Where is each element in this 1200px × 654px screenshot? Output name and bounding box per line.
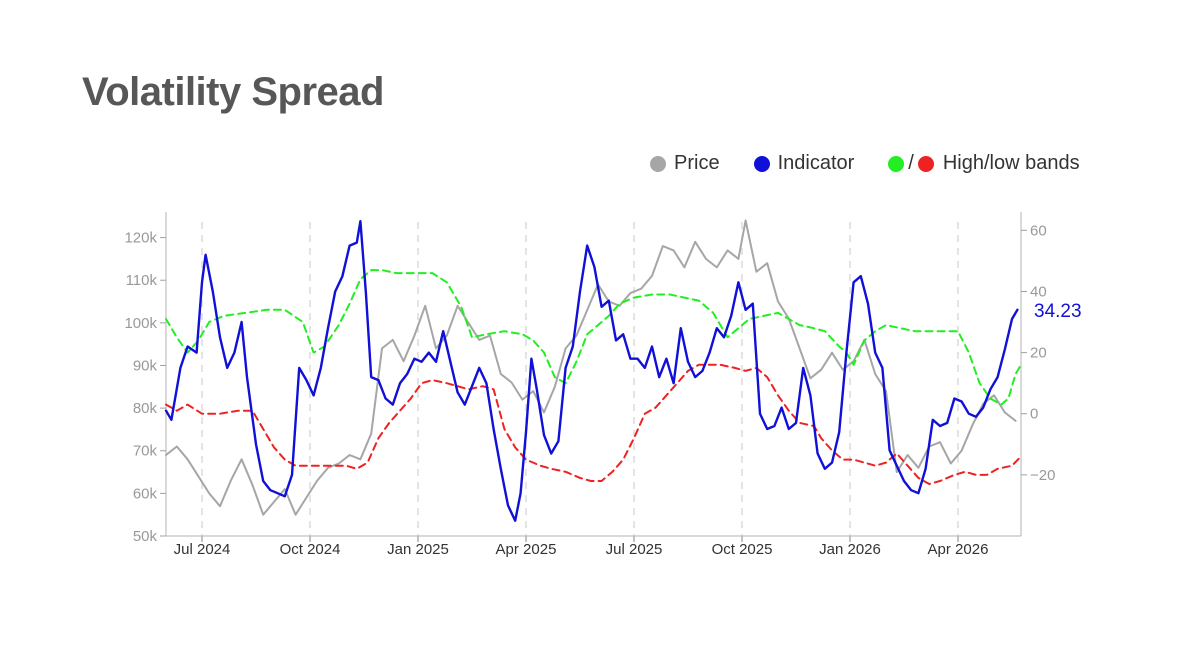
legend-item-bands[interactable]: / High/low bands (888, 152, 1080, 175)
y-left-tick-label: 80k (133, 400, 158, 417)
y-left-tick-label: 110k (126, 272, 158, 289)
x-tick-label: Jan 2026 (819, 541, 881, 558)
high-band-legend-dot-icon (888, 155, 905, 172)
y-right-tick-label: 60 (1030, 222, 1047, 239)
price-legend-dot-icon (650, 155, 666, 172)
legend-item-price[interactable]: Price (650, 152, 720, 175)
legend-label-indicator: Indicator (777, 152, 855, 174)
legend-slash: / (908, 152, 914, 174)
x-tick-label: Oct 2025 (712, 541, 773, 558)
x-tick-label: Apr 2026 (928, 541, 989, 558)
y-left-tick-label: 90k (133, 357, 158, 374)
legend-label-bands: High/low bands (942, 152, 1080, 174)
x-tick-label: Jul 2024 (174, 541, 231, 558)
indicator-last-value-label: 34.23 (1034, 301, 1082, 322)
y-left-tick-label: 120k (124, 230, 157, 247)
legend-item-indicator[interactable]: Indicator (753, 152, 855, 175)
legend: Price Indicator / High/low bands (650, 152, 1080, 175)
price-series-line[interactable] (165, 219, 1017, 516)
page-title: Volatility Spread (82, 70, 384, 114)
y-right-tick-label: 0 (1030, 406, 1038, 423)
y-left-tick-label: 70k (133, 443, 158, 460)
y-left-tick-label: 50k (133, 528, 158, 545)
y-right-tick-label: 20 (1030, 345, 1047, 362)
x-tick-label: Jan 2025 (387, 541, 449, 558)
indicator-legend-dot-icon (753, 155, 770, 172)
indicator-series-line[interactable] (164, 220, 1019, 522)
y-left-tick-label: 60k (133, 485, 158, 502)
x-tick-label: Oct 2024 (280, 541, 341, 558)
x-tick-label: Apr 2025 (496, 541, 557, 558)
low-band-legend-dot-icon (917, 155, 934, 172)
y-right-tick-label: 40 (1030, 283, 1047, 300)
y-left-tick-label: 100k (124, 315, 157, 332)
legend-label-price: Price (674, 152, 720, 174)
low-band-series-line[interactable] (165, 363, 1022, 485)
high-band-series-line[interactable] (165, 269, 1022, 406)
y-right-tick-label: −20 (1030, 467, 1055, 484)
x-tick-label: Jul 2025 (606, 541, 663, 558)
